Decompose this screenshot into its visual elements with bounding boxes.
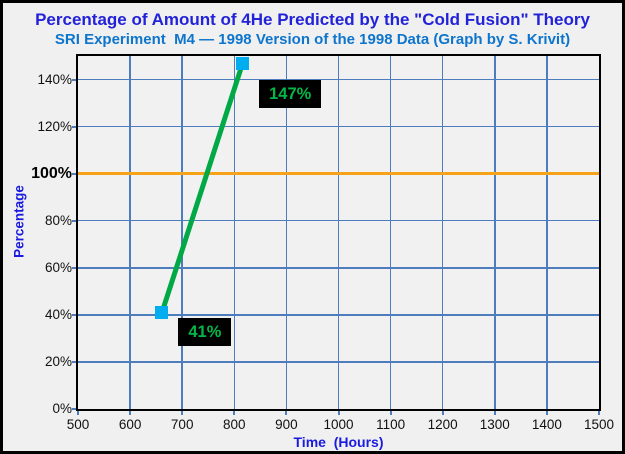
- y-axis-tick: [72, 313, 76, 316]
- data-label: 41%: [178, 317, 232, 346]
- y-axis-tick-label: 60%: [44, 259, 72, 275]
- x-axis-tick: [441, 411, 444, 415]
- x-axis-tick: [233, 411, 236, 415]
- data-point-marker: [154, 306, 168, 319]
- y-axis-tick: [72, 219, 76, 222]
- x-axis-tick-label: 800: [223, 417, 246, 432]
- reference-line-100pct: [78, 172, 599, 176]
- y-axis-tick: [72, 78, 76, 81]
- y-axis-tick-label: 40%: [44, 306, 72, 322]
- x-axis-tick-label: 700: [170, 417, 194, 432]
- x-axis-tick-label: 500: [66, 417, 90, 432]
- x-axis-tick-label: 1000: [323, 417, 354, 432]
- data-label: 147%: [259, 80, 322, 109]
- x-axis-tick: [337, 411, 340, 415]
- y-axis-tick-label: 140%: [37, 71, 72, 87]
- y-axis-tick-label: 120%: [37, 118, 72, 134]
- gridline-horizontal: [78, 78, 599, 81]
- x-axis-tick-label: 1300: [479, 417, 510, 432]
- x-axis-tick: [181, 411, 184, 415]
- y-axis-tick: [72, 360, 76, 363]
- gridline-vertical: [233, 56, 236, 409]
- y-axis-tick: [72, 266, 76, 269]
- gridline-vertical: [389, 56, 392, 409]
- y-axis-tick-label: 0%: [52, 401, 72, 416]
- y-axis-tick-label: 80%: [44, 212, 72, 228]
- x-axis-tick-label: 600: [118, 417, 142, 432]
- x-axis-tick: [545, 411, 548, 415]
- x-axis-tick-label: 1400: [531, 417, 562, 432]
- chart-subtitle: SRI Experiment M4 — 1998 Version of the …: [54, 31, 571, 48]
- x-axis-tick-label: 900: [275, 417, 298, 432]
- gridline-vertical: [129, 56, 131, 409]
- x-axis-tick: [598, 411, 600, 415]
- gridline-vertical: [494, 56, 496, 409]
- x-axis-tick: [493, 411, 496, 415]
- gridline-vertical: [337, 56, 340, 409]
- gridline-horizontal: [78, 267, 599, 269]
- x-axis-tick-label: 1100: [376, 417, 406, 432]
- y-axis-tick-label: 20%: [44, 353, 72, 369]
- gridline-vertical: [546, 56, 548, 409]
- gridline-vertical: [181, 56, 183, 409]
- x-axis-tick: [389, 411, 392, 415]
- x-axis-tick: [77, 411, 79, 415]
- y-axis-tick-label: 100%: [31, 164, 72, 182]
- plot-area: 41% 147%: [76, 54, 601, 411]
- x-axis-tick: [129, 411, 132, 415]
- x-axis-tick-label: 1500: [583, 417, 615, 432]
- data-point-marker: [235, 56, 249, 70]
- gridline-vertical: [285, 56, 288, 409]
- gridline-horizontal: [78, 314, 599, 316]
- x-axis-title: Time (Hours): [293, 434, 384, 450]
- y-axis-tick: [72, 408, 76, 410]
- x-axis-tick: [285, 411, 288, 415]
- x-axis-tick-label: 1200: [427, 417, 458, 432]
- gridline-vertical: [441, 56, 444, 409]
- gridline-horizontal: [78, 361, 599, 363]
- gridline-horizontal: [78, 219, 599, 222]
- y-axis-title: Percentage: [11, 185, 27, 258]
- gridline-horizontal: [78, 125, 599, 128]
- chart-title: Percentage of Amount of 4He Predicted by…: [35, 10, 590, 29]
- y-axis-tick: [72, 125, 76, 128]
- y-axis-tick: [72, 172, 76, 175]
